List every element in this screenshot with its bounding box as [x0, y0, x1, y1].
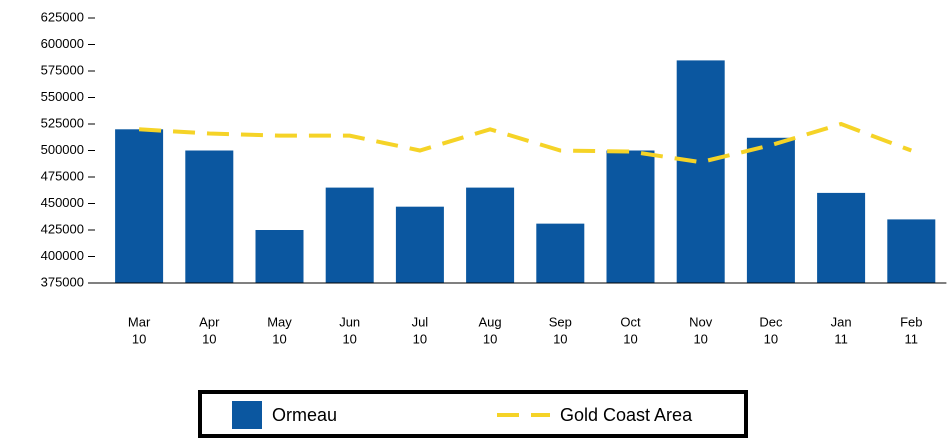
x-tick-label: 10 — [413, 331, 427, 346]
line — [138, 121, 913, 165]
x-tick-label: Aug — [479, 314, 502, 329]
x-tick-label: 10 — [553, 331, 567, 346]
x-tick-label: 10 — [693, 331, 707, 346]
y-tick-label: 400000 — [41, 248, 84, 263]
y-tick-label: 450000 — [41, 195, 84, 210]
x-tick-label: Jun — [339, 314, 360, 329]
x-tick-label: 10 — [202, 331, 216, 346]
bar — [817, 192, 866, 283]
x-tick-label: 11 — [905, 331, 919, 346]
legend-label: Ormeau — [272, 405, 337, 425]
bar — [676, 60, 725, 284]
x-tick-label: 10 — [764, 331, 778, 346]
x-tick-label: Jul — [412, 314, 429, 329]
x-tick-label: Jan — [831, 314, 852, 329]
y-tick-label: 500000 — [41, 142, 84, 157]
y-tick-label: 475000 — [41, 168, 84, 183]
bar — [185, 150, 234, 283]
y-tick-label: 425000 — [41, 221, 84, 236]
x-tick-label: 11 — [834, 331, 848, 346]
y-tick-label: 375000 — [41, 274, 84, 289]
y-tick-label: 550000 — [41, 89, 84, 104]
bar — [395, 206, 444, 283]
x-tick-label: 10 — [132, 331, 146, 346]
x-tick-label: May — [267, 314, 292, 329]
x-tick-label: 10 — [272, 331, 286, 346]
bar — [606, 150, 655, 283]
x-tick-label: Feb — [900, 314, 922, 329]
legend-box — [198, 390, 748, 438]
legend-swatch — [232, 401, 262, 429]
x-tick-label: 10 — [483, 331, 497, 346]
bar — [536, 223, 585, 283]
x-tick-label: Dec — [759, 314, 783, 329]
x-tick-label: 10 — [342, 331, 356, 346]
x-tick-label: Nov — [689, 314, 713, 329]
x-tick-label: 10 — [623, 331, 637, 346]
bar — [255, 230, 304, 283]
y-tick-label: 575000 — [41, 62, 84, 77]
legend-label: Gold Coast Area — [560, 405, 693, 425]
bar — [325, 187, 374, 283]
x-tick-label: Mar — [128, 314, 151, 329]
bar — [115, 129, 164, 283]
y-tick-label: 525000 — [41, 115, 84, 130]
y-tick-label: 600000 — [41, 36, 84, 51]
bar — [746, 137, 795, 283]
x-tick-label: Sep — [549, 314, 572, 329]
bar — [466, 187, 515, 283]
bar — [887, 219, 936, 283]
x-tick-label: Oct — [620, 314, 641, 329]
y-tick-label: 625000 — [41, 9, 84, 24]
x-tick-label: Apr — [199, 314, 220, 329]
